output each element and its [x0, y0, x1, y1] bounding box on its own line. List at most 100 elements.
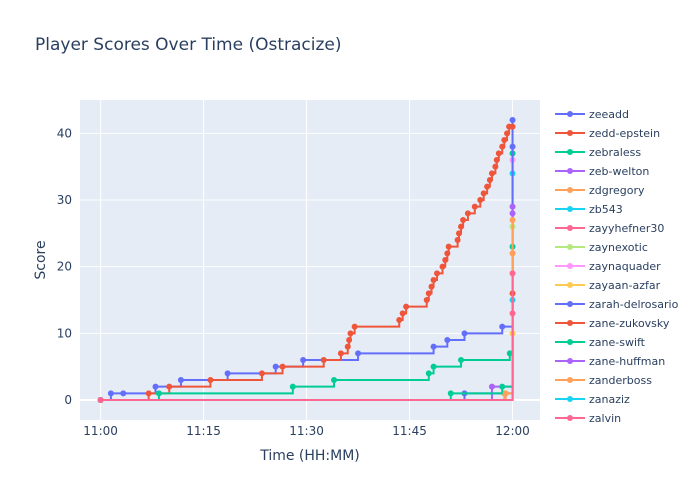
- data-point: [155, 390, 162, 397]
- data-point: [279, 363, 286, 370]
- data-point: [492, 163, 499, 170]
- legend-label: zane-huffman: [589, 355, 665, 368]
- legend-item[interactable]: zalvin: [555, 412, 621, 425]
- legend-item[interactable]: zedd-epstein: [555, 127, 660, 140]
- legend-swatch-marker: [567, 130, 573, 136]
- legend-label: zanderboss: [589, 374, 652, 387]
- legend-label: zayaan-azfar: [589, 279, 661, 292]
- legend-label: zanaziz: [589, 393, 630, 406]
- data-point: [425, 290, 432, 297]
- data-point: [499, 143, 506, 150]
- data-point: [403, 303, 410, 310]
- data-point: [454, 237, 461, 243]
- legend-item[interactable]: zebraless: [555, 146, 641, 159]
- data-point: [504, 130, 511, 137]
- x-tick-label: 11:45: [392, 424, 427, 438]
- legend-item[interactable]: zane-huffman: [555, 355, 665, 368]
- data-point: [509, 143, 516, 150]
- data-point: [300, 357, 307, 363]
- legend-swatch-marker: [567, 301, 573, 307]
- legend-label: zedd-epstein: [589, 127, 660, 140]
- legend-label: zb543: [589, 203, 623, 216]
- data-point: [502, 390, 509, 397]
- data-point: [224, 370, 231, 377]
- data-point: [152, 383, 159, 390]
- y-tick-label: 20: [57, 260, 72, 274]
- legend-item[interactable]: zdgregory: [555, 184, 645, 197]
- legend-item[interactable]: zanderboss: [555, 374, 652, 387]
- data-point: [120, 390, 127, 397]
- data-point: [455, 230, 462, 237]
- data-point: [430, 363, 437, 370]
- data-point: [477, 197, 484, 203]
- legend-label: zaynaquader: [589, 260, 661, 273]
- y-axis-ticks: 0 10 20 30 40: [57, 126, 72, 407]
- chart-title: Player Scores Over Time (Ostracize): [35, 35, 342, 55]
- data-point: [145, 390, 152, 397]
- legend-swatch-marker: [567, 415, 573, 421]
- legend-item[interactable]: zanaziz: [555, 393, 630, 406]
- data-point: [107, 390, 114, 397]
- data-point: [320, 357, 327, 363]
- legend-item[interactable]: zarah-delrosario: [555, 298, 679, 311]
- data-point: [444, 337, 451, 343]
- legend-item[interactable]: zane-zukovsky: [555, 317, 670, 330]
- data-point: [97, 397, 104, 403]
- legend-item[interactable]: zaynaquader: [555, 260, 661, 273]
- series-layer: [97, 117, 516, 403]
- data-point: [355, 350, 362, 357]
- data-point: [493, 157, 500, 163]
- data-point: [471, 203, 478, 210]
- data-point: [447, 390, 454, 397]
- legend-item[interactable]: zayaan-azfar: [555, 279, 661, 292]
- data-point: [177, 377, 184, 383]
- y-axis-title: Score: [33, 240, 49, 279]
- x-axis-title: Time (HH:MM): [259, 448, 360, 464]
- data-point: [428, 283, 435, 290]
- legend-item[interactable]: zane-swift: [555, 336, 646, 349]
- legend-item[interactable]: zeeadd: [555, 108, 629, 121]
- data-point: [439, 263, 446, 270]
- legend-label: zaynexotic: [589, 241, 648, 254]
- legend-item[interactable]: zayyhefner30: [555, 222, 664, 235]
- legend-label: zeb-welton: [589, 165, 649, 178]
- data-point: [461, 330, 468, 337]
- series-zedd-epstein: [97, 123, 516, 403]
- x-tick-label: 11:00: [83, 424, 118, 438]
- legend-swatch-marker: [567, 396, 573, 402]
- data-point: [396, 317, 403, 323]
- data-point: [501, 137, 508, 143]
- data-point: [458, 357, 465, 363]
- legend-label: zayyhefner30: [589, 222, 664, 235]
- x-tick-label: 11:15: [186, 424, 221, 438]
- data-point: [445, 243, 452, 250]
- legend-swatch-marker: [567, 168, 573, 174]
- legend-item[interactable]: zaynexotic: [555, 241, 648, 254]
- legend[interactable]: zeeadd zedd-epstein zebraless zeb-welton zdg…: [555, 108, 679, 425]
- data-point: [207, 377, 214, 383]
- data-point: [346, 337, 353, 343]
- legend-swatch-marker: [567, 111, 573, 117]
- data-point: [430, 343, 437, 350]
- data-point: [166, 383, 173, 390]
- legend-item[interactable]: zb543: [555, 203, 623, 216]
- plot-area: [80, 100, 540, 420]
- legend-swatch-marker: [567, 358, 573, 364]
- x-axis-ticks: 11:00 11:15 11:30 11:45 12:00: [83, 424, 530, 438]
- data-point: [509, 217, 516, 223]
- legend-item[interactable]: zeb-welton: [555, 165, 649, 178]
- y-tick-label: 30: [57, 193, 72, 207]
- data-point: [423, 297, 430, 303]
- series-line: [100, 273, 514, 401]
- data-point: [444, 250, 451, 257]
- legend-swatch-marker: [567, 149, 573, 155]
- data-point: [258, 370, 265, 377]
- data-point: [458, 223, 465, 230]
- legend-label: zane-swift: [589, 336, 646, 349]
- y-tick-label: 0: [64, 393, 72, 407]
- x-tick-label: 11:30: [289, 424, 324, 438]
- data-point: [488, 170, 495, 177]
- legend-swatch-marker: [567, 339, 573, 345]
- data-point: [351, 323, 358, 330]
- legend-label: zeeadd: [589, 108, 629, 121]
